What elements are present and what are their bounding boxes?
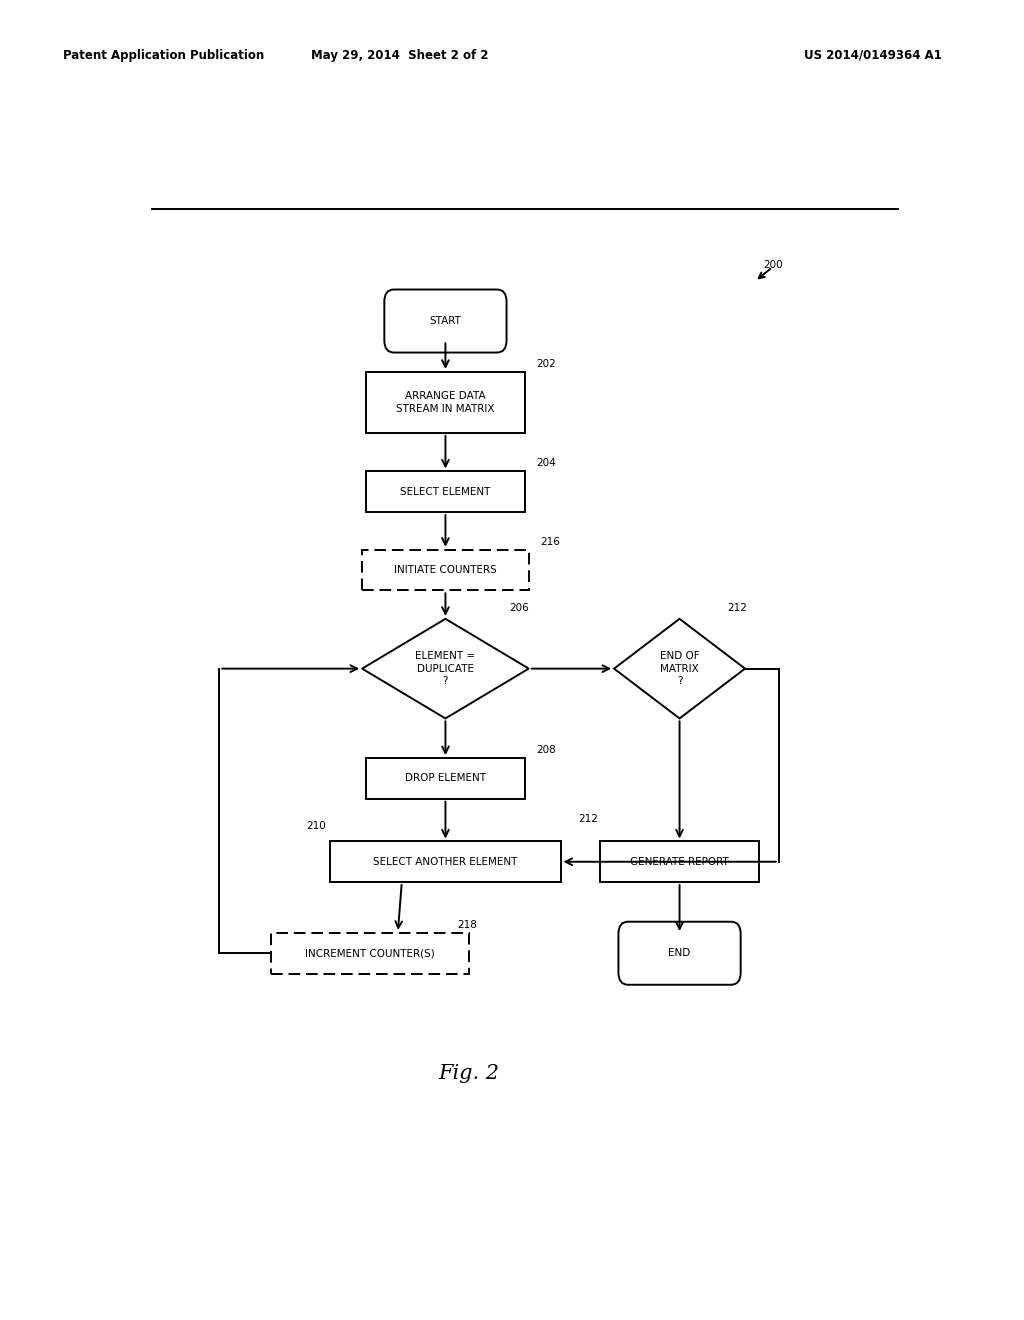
Bar xyxy=(270,933,469,974)
Bar xyxy=(331,841,560,882)
Text: 216: 216 xyxy=(541,537,560,546)
Bar xyxy=(367,758,524,799)
Text: Fig. 2: Fig. 2 xyxy=(438,1064,500,1082)
Bar xyxy=(367,471,524,512)
Text: US 2014/0149364 A1: US 2014/0149364 A1 xyxy=(804,49,942,62)
Bar xyxy=(367,372,524,433)
Bar xyxy=(600,841,759,882)
Text: Patent Application Publication: Patent Application Publication xyxy=(63,49,265,62)
Text: 208: 208 xyxy=(537,744,556,755)
Text: 212: 212 xyxy=(727,603,748,612)
Text: END OF
MATRIX
?: END OF MATRIX ? xyxy=(659,651,699,686)
Text: 200: 200 xyxy=(763,260,782,271)
Text: 202: 202 xyxy=(537,359,556,368)
Text: 210: 210 xyxy=(306,821,327,832)
Text: May 29, 2014  Sheet 2 of 2: May 29, 2014 Sheet 2 of 2 xyxy=(310,49,488,62)
Text: ARRANGE DATA
STREAM IN MATRIX: ARRANGE DATA STREAM IN MATRIX xyxy=(396,391,495,413)
Text: INCREMENT COUNTER(S): INCREMENT COUNTER(S) xyxy=(305,948,435,958)
Text: SELECT ANOTHER ELEMENT: SELECT ANOTHER ELEMENT xyxy=(374,857,517,867)
FancyBboxPatch shape xyxy=(384,289,507,352)
Text: END: END xyxy=(669,948,690,958)
Text: START: START xyxy=(429,315,462,326)
Bar xyxy=(362,549,528,590)
Text: 218: 218 xyxy=(458,920,477,929)
Polygon shape xyxy=(614,619,745,718)
Text: GENERATE REPORT: GENERATE REPORT xyxy=(630,857,729,867)
Text: 206: 206 xyxy=(509,603,528,612)
Text: 204: 204 xyxy=(537,458,556,469)
Text: SELECT ELEMENT: SELECT ELEMENT xyxy=(400,487,490,496)
Text: ELEMENT =
DUPLICATE
?: ELEMENT = DUPLICATE ? xyxy=(416,651,475,686)
FancyBboxPatch shape xyxy=(618,921,740,985)
Text: INITIATE COUNTERS: INITIATE COUNTERS xyxy=(394,565,497,576)
Text: DROP ELEMENT: DROP ELEMENT xyxy=(404,774,486,783)
Polygon shape xyxy=(362,619,528,718)
Text: 212: 212 xyxy=(578,814,598,824)
